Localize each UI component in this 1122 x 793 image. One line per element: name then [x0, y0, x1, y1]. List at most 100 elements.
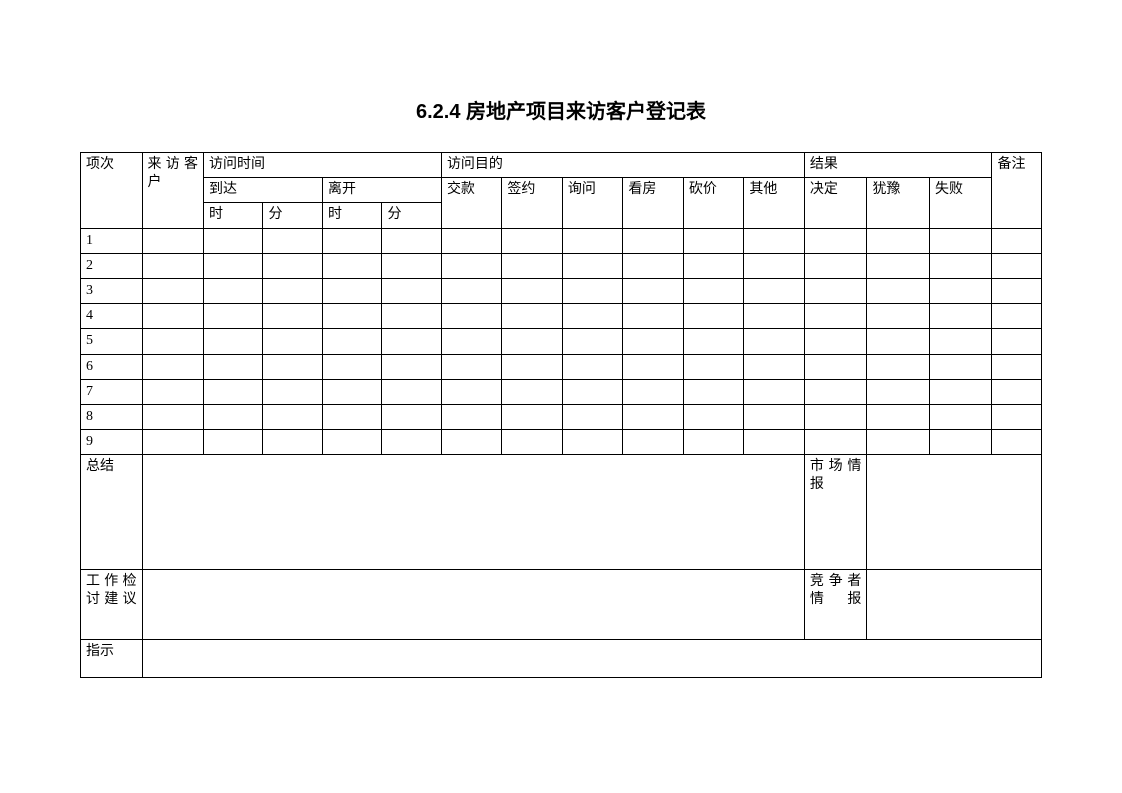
label-work-review: 工作检讨建议: [81, 570, 143, 640]
header-leave-hour: 时: [322, 203, 381, 228]
cell: [804, 379, 867, 404]
cell: [744, 430, 805, 455]
cell: [263, 329, 322, 354]
header-result: 结果: [804, 153, 992, 178]
cell: [683, 354, 743, 379]
cell: [744, 253, 805, 278]
cell: [683, 379, 743, 404]
cell: [142, 430, 204, 455]
work-review-content: [142, 570, 804, 640]
cell: [992, 430, 1042, 455]
cell: [623, 329, 683, 354]
cell: [744, 404, 805, 429]
cell: [322, 228, 381, 253]
cell: [562, 354, 622, 379]
cell: [204, 430, 263, 455]
table-row: 8: [81, 404, 1042, 429]
visitor-registration-table: 项次 来访客户 访问时间 访问目的 结果 备注 到达 离开 交款 签约 询问 看…: [80, 152, 1042, 678]
cell: [867, 404, 930, 429]
cell: [929, 329, 992, 354]
cell: [744, 304, 805, 329]
cell: [142, 304, 204, 329]
table-row: 1: [81, 228, 1042, 253]
label-competitor-intel: 竞争者情报: [804, 570, 867, 640]
cell: [142, 278, 204, 303]
cell: [263, 430, 322, 455]
cell: [502, 228, 562, 253]
cell: [502, 253, 562, 278]
cell: [562, 430, 622, 455]
cell: [623, 430, 683, 455]
cell: [263, 228, 322, 253]
cell: [804, 354, 867, 379]
cell: [382, 379, 441, 404]
cell: [441, 304, 501, 329]
cell: [142, 379, 204, 404]
cell: [502, 329, 562, 354]
cell: [441, 228, 501, 253]
cell: [683, 430, 743, 455]
cell: [382, 430, 441, 455]
cell: [502, 404, 562, 429]
cell: [867, 329, 930, 354]
cell: [683, 329, 743, 354]
header-payment: 交款: [441, 178, 501, 228]
cell: [804, 404, 867, 429]
cell: [502, 278, 562, 303]
header-item-no: 项次: [81, 153, 143, 229]
cell: [623, 278, 683, 303]
label-summary: 总结: [81, 455, 143, 570]
header-leave-minute: 分: [382, 203, 441, 228]
header-arrive: 到达: [204, 178, 323, 203]
header-arrive-minute: 分: [263, 203, 322, 228]
cell: [929, 228, 992, 253]
cell: [322, 379, 381, 404]
cell: [744, 379, 805, 404]
cell: [204, 379, 263, 404]
cell: [502, 354, 562, 379]
cell: [142, 228, 204, 253]
cell: [204, 304, 263, 329]
row-number: 1: [81, 228, 143, 253]
cell: [142, 404, 204, 429]
cell: [683, 228, 743, 253]
cell: [441, 278, 501, 303]
cell: [562, 329, 622, 354]
cell: [263, 379, 322, 404]
cell: [142, 329, 204, 354]
table-row: 7: [81, 379, 1042, 404]
row-number: 8: [81, 404, 143, 429]
cell: [744, 228, 805, 253]
cell: [867, 253, 930, 278]
cell: [929, 304, 992, 329]
cell: [623, 379, 683, 404]
cell: [441, 430, 501, 455]
cell: [441, 379, 501, 404]
cell: [441, 329, 501, 354]
cell: [263, 404, 322, 429]
cell: [204, 404, 263, 429]
label-market-intel: 市场情报: [804, 455, 867, 570]
cell: [322, 253, 381, 278]
cell: [263, 278, 322, 303]
table-row: 6: [81, 354, 1042, 379]
cell: [562, 228, 622, 253]
cell: [441, 404, 501, 429]
cell: [992, 228, 1042, 253]
header-view-house: 看房: [623, 178, 683, 228]
cell: [322, 430, 381, 455]
cell: [744, 278, 805, 303]
cell: [744, 354, 805, 379]
cell: [382, 304, 441, 329]
cell: [382, 253, 441, 278]
cell: [992, 354, 1042, 379]
cell: [382, 329, 441, 354]
header-fail: 失败: [929, 178, 992, 228]
instruction-row: 指示: [81, 640, 1042, 678]
row-number: 6: [81, 354, 143, 379]
header-arrive-hour: 时: [204, 203, 263, 228]
cell: [683, 404, 743, 429]
cell: [804, 430, 867, 455]
table-row: 2: [81, 253, 1042, 278]
cell: [867, 379, 930, 404]
